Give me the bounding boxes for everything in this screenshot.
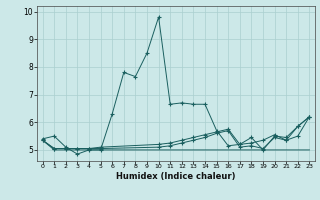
- X-axis label: Humidex (Indice chaleur): Humidex (Indice chaleur): [116, 172, 236, 181]
